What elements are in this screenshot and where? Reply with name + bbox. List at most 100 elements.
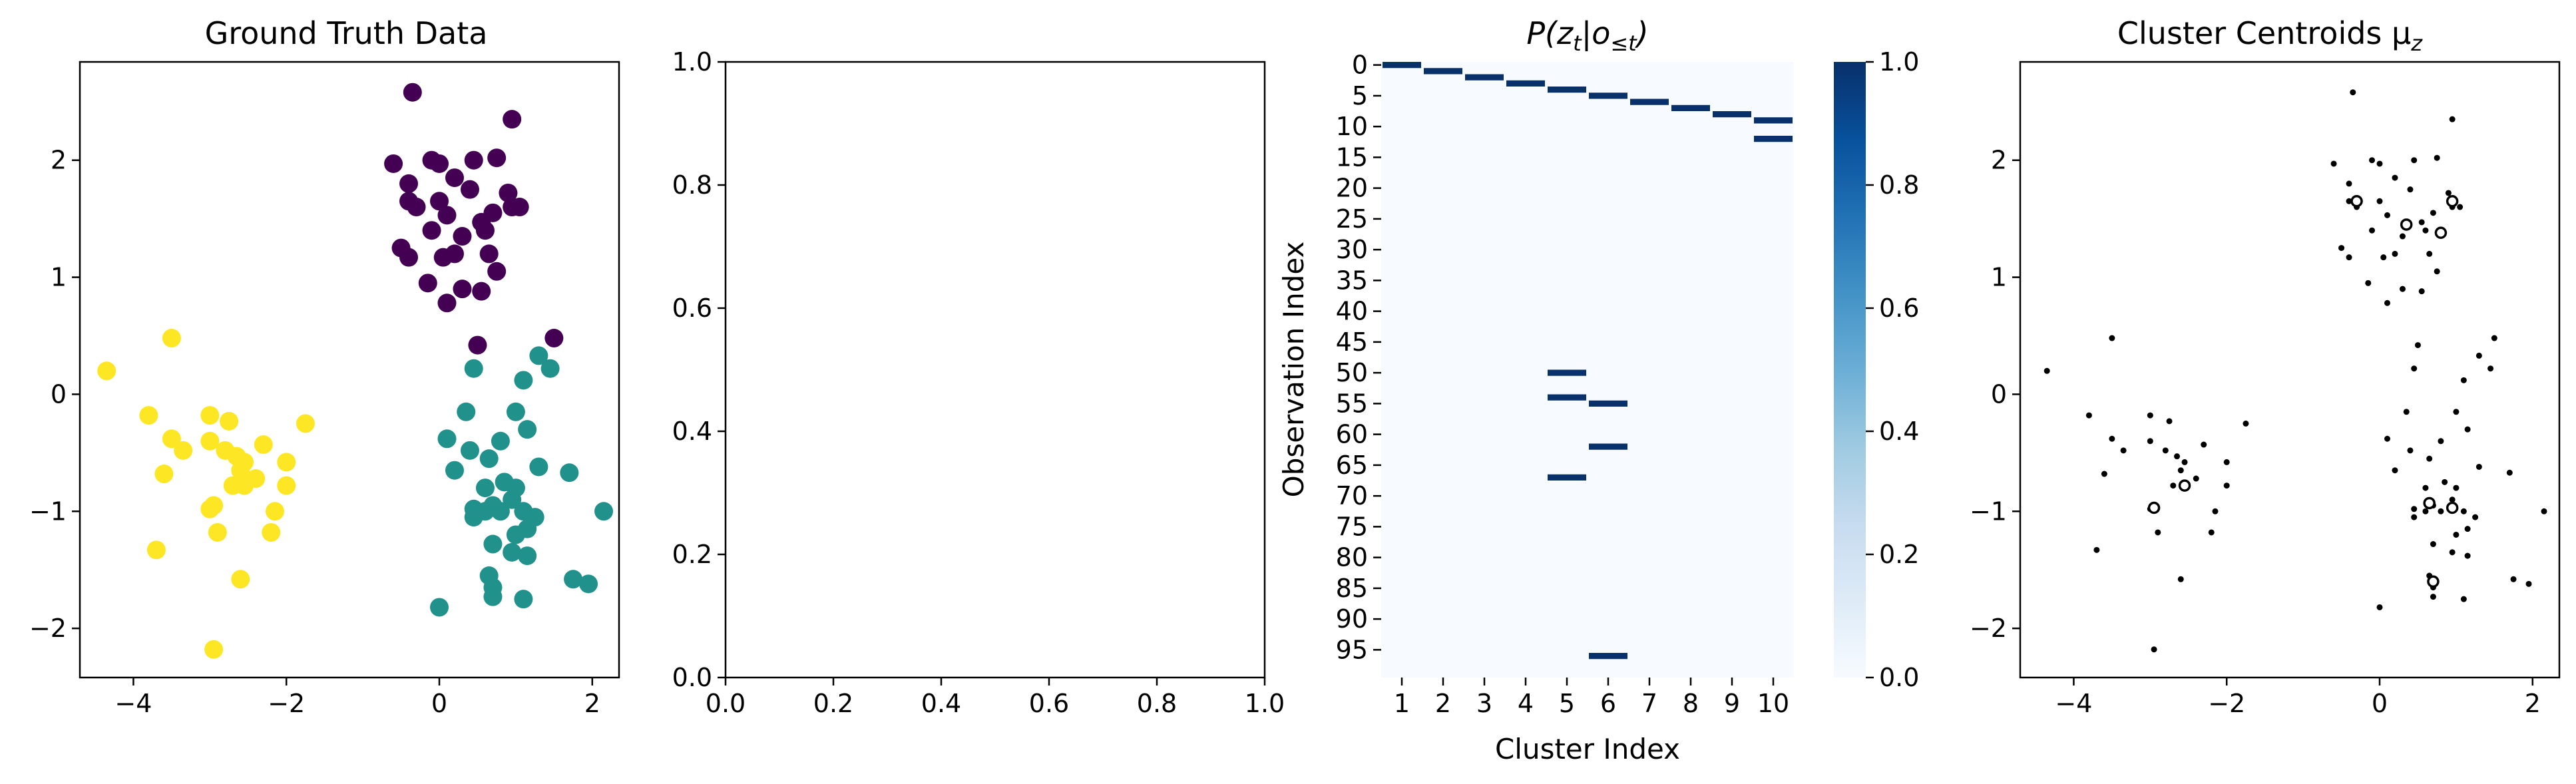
data-point xyxy=(174,441,193,460)
centroid-point xyxy=(2399,286,2406,292)
centroid-point xyxy=(2453,409,2460,415)
centroid-point xyxy=(2510,576,2517,582)
heatmap-cell xyxy=(1589,400,1627,407)
panel-4-axes: −4 −2 0 2 −2 −1 0 1 2 xyxy=(1970,146,2541,718)
y-tick-label: 0.6 xyxy=(672,294,712,323)
centroid-point xyxy=(2414,342,2421,349)
data-point xyxy=(139,406,158,425)
colorbar xyxy=(1834,62,1866,678)
data-point xyxy=(235,476,254,495)
centroid-point xyxy=(2120,447,2127,454)
panel-1-axes: −4 −2 0 2 −2 −1 0 1 2 xyxy=(29,146,600,718)
centroid-point xyxy=(2506,469,2513,476)
data-point xyxy=(564,570,583,589)
data-point xyxy=(204,640,224,659)
centroid-point xyxy=(2181,459,2188,465)
x-tick-label: 0 xyxy=(2372,689,2388,718)
centroid-point xyxy=(2411,506,2418,512)
x-tick-label: −2 xyxy=(268,689,305,718)
x-tick-label: −4 xyxy=(114,689,152,718)
y-tick-label: 0 xyxy=(51,379,67,409)
x-tick-label: −4 xyxy=(2055,689,2092,718)
data-point xyxy=(422,221,441,240)
heatmap-cell xyxy=(1589,93,1627,99)
centroid-open-marker xyxy=(2400,218,2413,231)
x-tick-label: 2 xyxy=(1435,689,1451,718)
centroid-point xyxy=(2472,514,2479,520)
centroid-point xyxy=(2147,438,2153,445)
heatmap-cell xyxy=(1754,136,1793,142)
y-tick-label: 1 xyxy=(1991,263,2007,292)
heatmap-cell xyxy=(1465,74,1504,81)
heatmap-title-sub1: t xyxy=(1573,31,1582,56)
centroid-point xyxy=(2346,180,2352,187)
data-point xyxy=(540,359,560,378)
centroid-point xyxy=(2487,365,2494,372)
panel-4-title: Cluster Centroids μz xyxy=(2117,15,2423,56)
data-point xyxy=(220,411,239,431)
data-point xyxy=(154,465,174,484)
centroid-point xyxy=(2464,526,2471,532)
data-point xyxy=(491,502,510,521)
data-point xyxy=(430,154,449,173)
data-point xyxy=(430,598,449,617)
centroid-point xyxy=(2464,552,2471,559)
centroid-point xyxy=(2457,204,2464,210)
data-point xyxy=(437,294,457,313)
colorbar-ticks: 0.0 0.2 0.4 0.6 0.8 1.0 xyxy=(1866,47,1919,692)
x-tick-label: 7 xyxy=(1641,689,1657,718)
heatmap-axes: 1 2 3 4 5 6 7 8 9 1005101520253035404550556065707… xyxy=(1336,51,1790,718)
y-tick-label: 50 xyxy=(1336,358,1368,387)
y-tick-label: 75 xyxy=(1336,512,1368,541)
centroid-point xyxy=(2223,483,2230,489)
data-point xyxy=(146,540,166,560)
centroid-point xyxy=(2384,212,2390,218)
data-point xyxy=(262,522,281,542)
centroid-open-marker xyxy=(2427,575,2440,588)
centroid-point xyxy=(2155,529,2161,536)
data-point xyxy=(483,587,503,606)
data-point xyxy=(499,183,518,202)
y-tick-label: 0.2 xyxy=(672,540,712,569)
heatmap-title-mid: |o xyxy=(1582,15,1611,52)
centroid-point xyxy=(2147,412,2153,419)
centroid-point xyxy=(2101,471,2107,477)
centroid-point xyxy=(2330,160,2337,167)
y-tick-label: 0 xyxy=(1352,51,1368,80)
centroid-point xyxy=(2212,508,2219,514)
colorbar-tick-label: 0.0 xyxy=(1879,663,1919,692)
centroid-point xyxy=(2445,190,2452,196)
centroid-point xyxy=(2376,198,2383,204)
centroid-point xyxy=(2392,467,2398,474)
y-tick-label: −2 xyxy=(29,614,67,643)
centroid-point xyxy=(2525,580,2532,587)
y-tick-label: 80 xyxy=(1336,543,1368,572)
x-tick-label: 0.6 xyxy=(1029,689,1069,718)
centroid-point xyxy=(2043,367,2050,374)
heatmap-cell xyxy=(1671,104,1710,111)
colorbar-tick-label: 0.4 xyxy=(1879,417,1919,446)
data-point xyxy=(200,431,220,451)
data-point xyxy=(529,457,548,477)
centroid-point xyxy=(2223,459,2230,465)
centroid-point xyxy=(2403,409,2410,415)
data-point xyxy=(204,496,224,515)
colorbar-tick-label: 1.0 xyxy=(1879,47,1919,77)
data-point xyxy=(453,280,472,299)
data-point xyxy=(503,110,522,129)
centroid-point xyxy=(2411,514,2418,520)
data-point xyxy=(475,221,495,240)
y-tick-label: 70 xyxy=(1336,481,1368,510)
heatmap-cell xyxy=(1548,369,1586,376)
x-tick-label: 8 xyxy=(1683,689,1699,718)
heatmap-title-sub2: ≤t xyxy=(1610,31,1637,56)
heatmap-cell xyxy=(1548,394,1586,401)
centroid-point xyxy=(2177,467,2184,474)
data-point xyxy=(468,335,487,355)
heatmap-cell xyxy=(1589,653,1627,660)
centroid-point xyxy=(2460,596,2467,602)
x-tick-label: 0.4 xyxy=(921,689,961,718)
data-point xyxy=(491,431,510,451)
centroid-point xyxy=(2422,227,2429,234)
y-tick-label: 0.0 xyxy=(672,663,712,692)
